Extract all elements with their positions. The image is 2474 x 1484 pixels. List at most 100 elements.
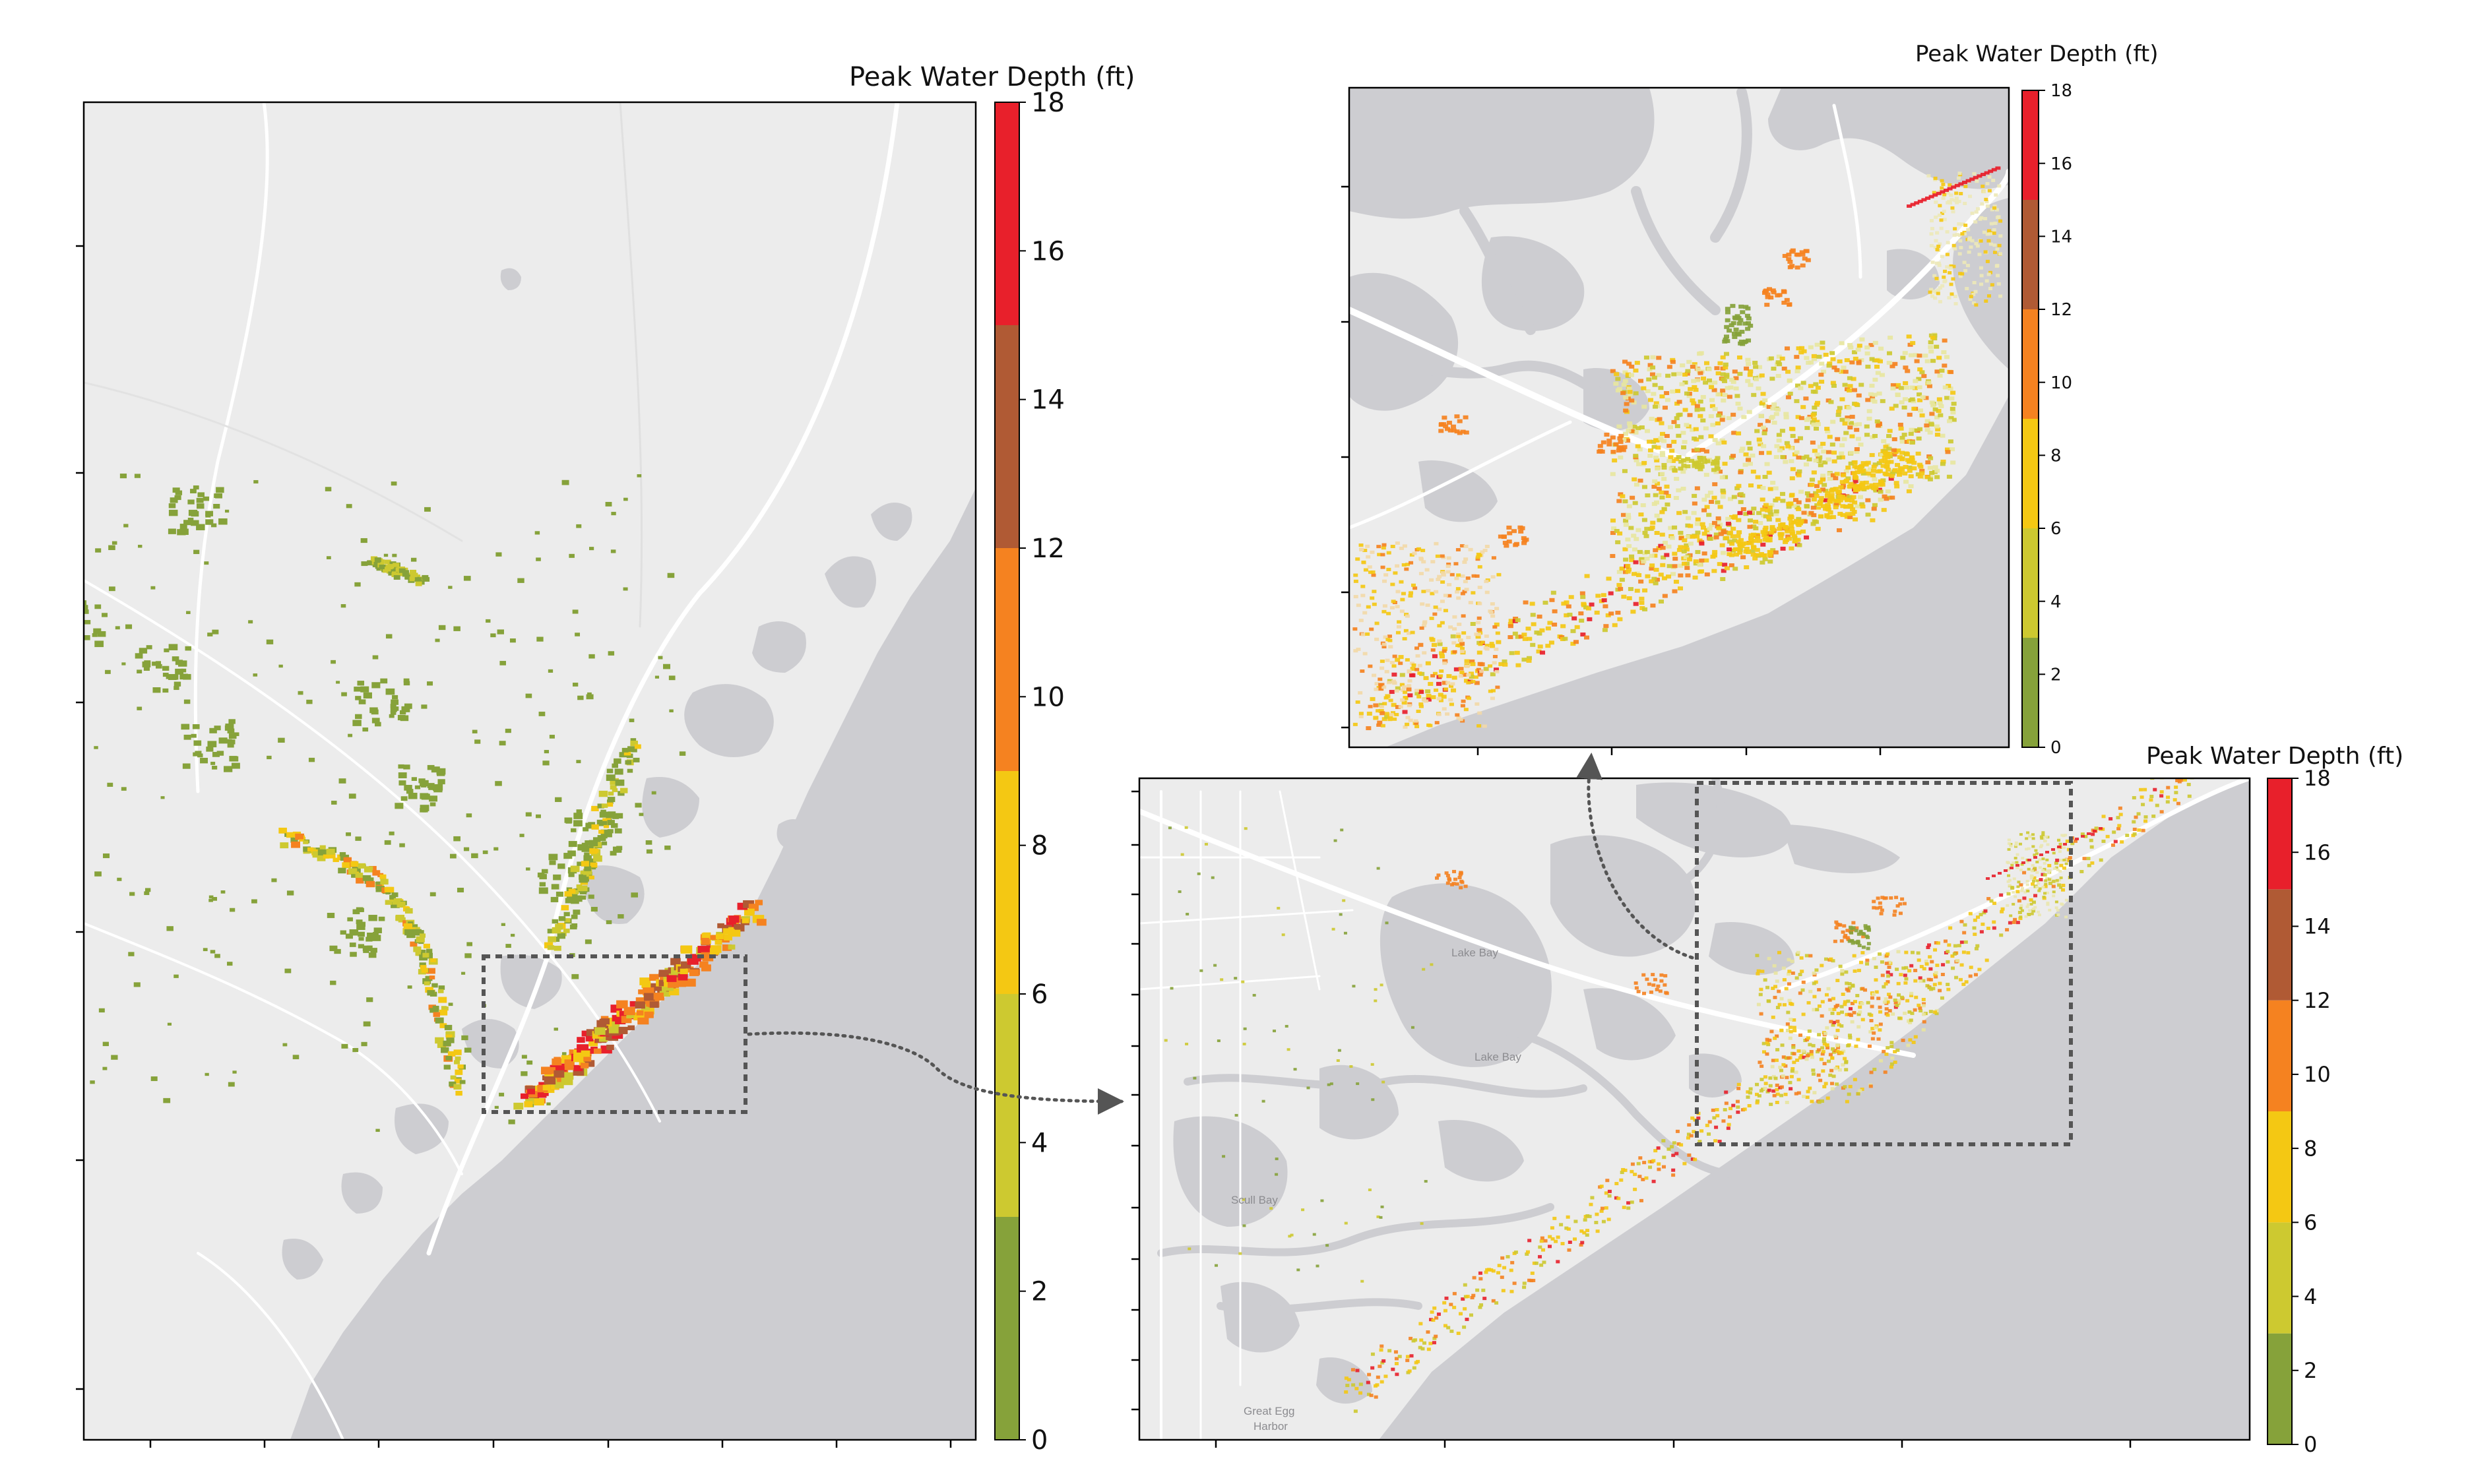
flood-point	[411, 777, 417, 781]
flood-building	[1430, 963, 1434, 966]
flood-building	[1378, 1365, 1382, 1369]
flood-building	[2166, 786, 2171, 789]
flood-building	[1659, 979, 1664, 983]
flood-building	[1893, 910, 1897, 913]
flood-building	[1887, 451, 1893, 456]
flood-point	[568, 888, 576, 894]
flood-building	[1816, 458, 1822, 463]
flood-building	[1437, 642, 1443, 646]
flood-building	[1699, 522, 1705, 526]
flood-building	[2006, 892, 2011, 896]
flood-building	[1443, 1309, 1447, 1313]
flood-point	[445, 1031, 455, 1038]
flood-building	[1368, 704, 1373, 708]
flood-building	[1349, 1065, 1353, 1068]
flood-building	[1895, 968, 1899, 972]
flood-building	[1845, 936, 1850, 940]
flood-building	[1927, 985, 1932, 989]
flood-building	[1878, 901, 1882, 905]
flood-point	[84, 600, 87, 607]
flood-building	[1808, 989, 1813, 993]
flood-building	[1859, 486, 1865, 491]
flood-point	[205, 519, 214, 525]
flood-building	[1539, 628, 1545, 633]
flood-building	[1892, 361, 1898, 366]
flood-building	[1663, 974, 1668, 977]
flood-point	[626, 753, 633, 758]
flood-point	[196, 524, 205, 530]
flood-building	[1649, 579, 1655, 584]
flood-point	[163, 1098, 171, 1103]
flood-building	[1437, 607, 1442, 611]
flood-building	[1448, 698, 1453, 702]
flood-building	[1758, 423, 1763, 427]
flood-building	[1835, 979, 1840, 983]
flood-building	[1630, 1200, 1634, 1204]
flood-building	[2057, 846, 2061, 848]
flood-building	[1421, 590, 1426, 594]
flood-building	[1723, 352, 1729, 356]
flood-building	[1488, 664, 1493, 668]
flood-building	[1820, 504, 1826, 509]
flood-building	[1621, 438, 1627, 443]
flood-building	[1984, 958, 1989, 962]
flood-building	[1579, 591, 1585, 596]
flood-point	[416, 930, 424, 936]
flood-building	[1822, 1042, 1827, 1046]
flood-building	[1839, 369, 1845, 374]
flood-building	[1763, 514, 1769, 518]
flood-building	[1457, 431, 1463, 435]
flood-building	[1825, 1026, 1829, 1030]
flood-building	[1380, 1205, 1384, 1208]
flood-building	[1913, 968, 1918, 972]
flood-building	[1898, 912, 1903, 915]
flood-point	[585, 840, 592, 845]
flood-building	[1374, 1395, 1378, 1399]
flood-point	[463, 847, 470, 851]
flood-building	[1864, 351, 1870, 356]
flood-point	[140, 648, 146, 652]
flood-point	[371, 682, 381, 689]
flood-building	[1886, 1000, 1890, 1004]
flood-point	[248, 620, 253, 624]
flood-point	[370, 948, 377, 953]
flood-building	[1940, 179, 1944, 183]
flood-building	[1929, 288, 1934, 292]
flood-building	[1714, 1125, 1719, 1129]
flood-point	[292, 1055, 300, 1059]
flood-building	[1923, 396, 1929, 400]
flood-building	[1664, 484, 1670, 489]
flood-building	[2024, 915, 2028, 918]
flood-building	[1866, 942, 1871, 946]
flood-point	[253, 479, 259, 484]
flood-point	[539, 882, 546, 887]
flood-point	[680, 945, 693, 954]
flood-building	[1399, 609, 1405, 613]
flood-building	[1363, 568, 1368, 572]
flood-building	[1482, 724, 1487, 728]
flood-building	[1840, 504, 1846, 509]
flood-building	[1908, 474, 1914, 479]
flood-building	[1801, 1012, 1806, 1016]
flood-building	[2149, 798, 2153, 802]
flood-building	[2007, 868, 2011, 871]
flood-building	[1789, 1087, 1793, 1091]
flood-building	[1570, 642, 1576, 646]
flood-building	[2041, 831, 2045, 834]
zoom1-colorbar-tick-label: 2	[2304, 1358, 2317, 1383]
flood-building	[1573, 1237, 1577, 1241]
flood-building	[2012, 877, 2016, 881]
flood-building	[1584, 574, 1590, 578]
flood-building	[1623, 557, 1629, 562]
flood-point	[121, 662, 126, 665]
flood-building	[1642, 1161, 1647, 1165]
flood-building	[1568, 1240, 1572, 1244]
flood-building	[1640, 503, 1646, 507]
flood-building	[1745, 379, 1751, 383]
flood-building	[1383, 635, 1388, 639]
flood-building	[1682, 466, 1688, 470]
flood-building	[1748, 369, 1754, 373]
flood-building	[1874, 990, 1879, 994]
flood-building	[1768, 1084, 1773, 1088]
